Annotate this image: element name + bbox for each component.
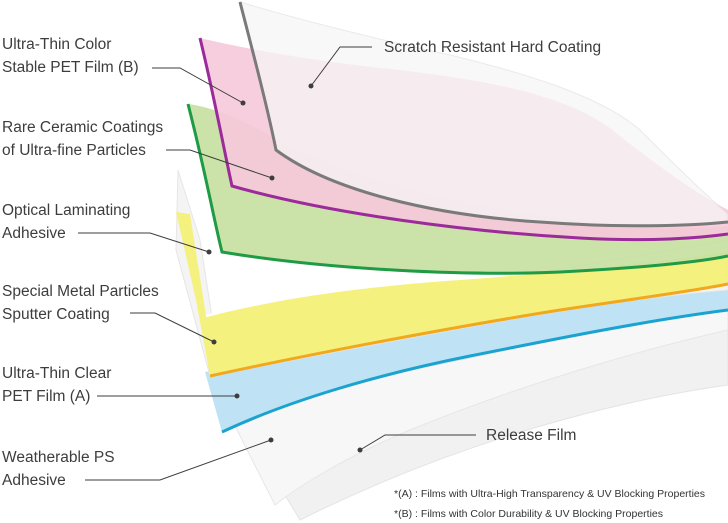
label-scratch: Scratch Resistant Hard Coating [384, 39, 602, 56]
hard-coating-edge [238, 1, 728, 228]
leader-adhesive [78, 232, 210, 253]
label-pet-b-line1: Ultra-Thin Color [2, 36, 112, 53]
label-ps-adhesive: Weatherable PS Adhesive [2, 446, 115, 492]
footnote-a: *(A) : Films with Ultra-High Transparenc… [394, 488, 706, 500]
leader-scratch [310, 46, 372, 87]
leader-ps-adhesive [85, 439, 272, 481]
label-metal: Special Metal Particles Sputter Coating [2, 280, 159, 326]
label-ceramic: Rare Ceramic Coatings of Ultra-fine Part… [2, 116, 163, 162]
ceramic-coating-edge [186, 103, 728, 275]
label-pet-a-line2: PET Film (A) [2, 388, 91, 405]
label-pet-b: Ultra-Thin Color Stable PET Film (B) [2, 33, 139, 79]
leader-release [359, 434, 476, 451]
leader-pet-b [152, 67, 244, 104]
label-release: Release Film [486, 427, 577, 444]
label-metal-line2: Sputter Coating [2, 306, 110, 323]
label-pet-a-line1: Ultra-Thin Clear [2, 365, 112, 382]
label-ceramic-line2: of Ultra-fine Particles [2, 142, 146, 159]
label-pet-b-line2: Stable PET Film (B) [2, 59, 139, 76]
label-adhesive-line1: Optical Laminating [2, 202, 131, 219]
leader-ceramic [166, 149, 273, 179]
metal-sputter-layer [176, 212, 728, 376]
metal-sputter-edge [209, 282, 728, 378]
leader-metal [130, 312, 215, 343]
label-adhesive: Optical Laminating Adhesive [2, 199, 130, 245]
pet-film-b-edge [198, 37, 728, 242]
label-adhesive-line2: Adhesive [2, 225, 66, 242]
label-pet-a: Ultra-Thin Clear PET Film (A) [2, 362, 111, 408]
label-metal-line1: Special Metal Particles [2, 283, 159, 300]
label-ps-adhesive-line2: Adhesive [2, 472, 66, 489]
pet-film-a-layer [205, 278, 728, 432]
pet-film-a-edge [221, 308, 728, 434]
footnote-b: *(B) : Films with Color Durability & UV … [394, 508, 663, 520]
label-ceramic-line1: Rare Ceramic Coatings [2, 119, 164, 136]
label-ps-adhesive-line1: Weatherable PS [2, 449, 115, 466]
